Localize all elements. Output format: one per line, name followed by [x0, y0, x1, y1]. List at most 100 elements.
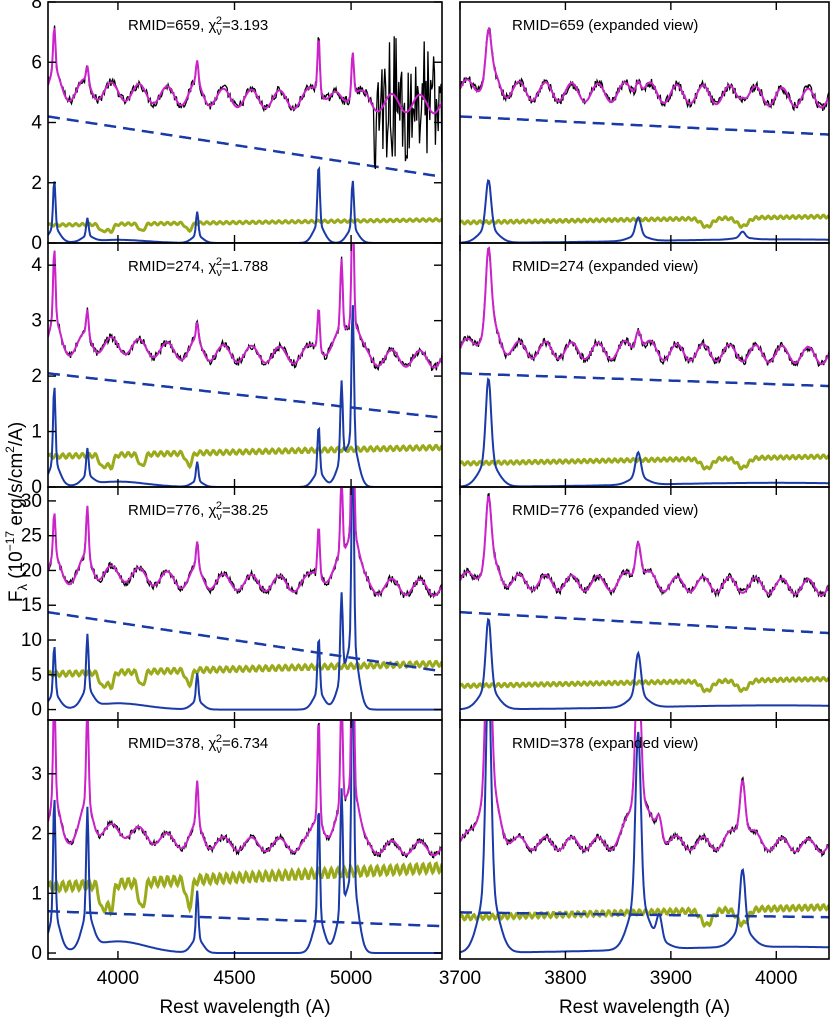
panel-right-1: RMID=659 (expanded view): [459, 1, 830, 244]
panel-frame: [459, 242, 830, 488]
panel-title: RMID=378, χν2=6.734: [128, 733, 268, 756]
x-tick-label: 3800: [544, 968, 586, 989]
plot-area: [48, 487, 442, 711]
observed-spectrum-series: [460, 492, 829, 599]
title-value: =6.734: [222, 735, 268, 752]
y-tick-label: 2: [31, 366, 42, 387]
panel-frame: [459, 719, 830, 960]
y-tick-label: 6: [31, 52, 42, 73]
y-tick-label: 0: [31, 700, 42, 721]
panel-left-4: 4000 4500 5000 0 1 2 3 RMID=378, χν2=6.734 Rest …: [31, 719, 443, 1018]
power-law-series: [48, 372, 442, 419]
y-tick-label: 20: [21, 560, 42, 581]
x-tick-label: 4000: [97, 968, 139, 989]
panel-title: RMID=776, χν2=38.25: [128, 500, 268, 523]
observed-spectrum-series: [48, 720, 442, 859]
y-tick-label: 3: [31, 311, 42, 332]
panel-title: RMID=776 (expanded view): [512, 502, 698, 519]
host-galaxy-series: [460, 453, 829, 471]
emission-line-series: [48, 487, 442, 711]
title-subscript: ν: [216, 267, 222, 279]
model-fit-series: [48, 487, 442, 597]
y-tick-label: 1: [31, 422, 42, 443]
panel-frame: [47, 719, 443, 960]
x-tick-label: 4000: [755, 968, 797, 989]
title-subscript: ν: [216, 26, 222, 38]
plot-area: [48, 25, 442, 243]
observed-spectrum-series: [460, 720, 829, 858]
panel-title: RMID=274 (expanded view): [512, 258, 698, 275]
power-law-series: [460, 610, 829, 635]
x-tick-label: 5000: [330, 968, 372, 989]
host-galaxy-series: [460, 213, 829, 230]
host-galaxy-series: [48, 861, 442, 917]
emission-line-series: [460, 178, 829, 243]
y-tick-label: 3: [31, 764, 42, 785]
plot-area: [460, 492, 829, 711]
title-value: =1.788: [222, 258, 268, 275]
title-superscript: 2: [216, 15, 222, 27]
title-superscript: 2: [216, 500, 222, 512]
observed-spectrum-series: [48, 487, 442, 599]
x-axis-label: Rest wavelength (A): [159, 997, 330, 1018]
host-galaxy-series: [460, 902, 829, 929]
plot-area: [48, 243, 442, 487]
panel-left-3: 0 5 10 15 20 25 30 RMID=776, χν2=38.25: [21, 486, 443, 721]
title-superscript: 2: [216, 256, 222, 268]
x-tick-label: 4500: [213, 968, 255, 989]
panel-title: RMID=659, χν2=3.193: [128, 15, 268, 38]
y-tick-label: 0: [31, 943, 42, 964]
power-law-series: [48, 610, 442, 673]
panel-right-4: 3700 3800 3900 4000 RMID=378 (expanded view)…: [439, 719, 830, 1018]
model-fit-series: [48, 720, 442, 857]
y-tick-label: 1: [31, 883, 42, 904]
y-tick-label: 2: [31, 824, 42, 845]
x-tick-label: 3900: [650, 968, 692, 989]
power-law-series: [460, 911, 829, 919]
host-galaxy-series: [460, 675, 829, 694]
emission-line-series: [460, 720, 829, 954]
panel-title: RMID=659 (expanded view): [512, 17, 698, 34]
emission-line-series: [460, 377, 829, 487]
title-value: =38.25: [222, 502, 268, 519]
y-tick-label: 5: [31, 665, 42, 686]
plot-area: [460, 720, 829, 954]
title-text: RMID=776, χ: [128, 502, 216, 519]
observed-spectrum-series: [48, 243, 442, 372]
host-galaxy-series: [48, 217, 442, 235]
title-value: =3.193: [222, 17, 268, 34]
title-superscript: 2: [216, 733, 222, 745]
host-galaxy-series: [48, 659, 442, 691]
emission-line-series: [48, 165, 442, 243]
panel-frame: [459, 1, 830, 244]
panel-right-2: RMID=274 (expanded view): [459, 242, 830, 488]
title-subscript: ν: [216, 511, 222, 523]
model-fit-series: [460, 26, 829, 109]
observed-spectrum-series: [460, 250, 829, 368]
emission-line-series: [48, 305, 442, 487]
plot-area: [460, 246, 829, 487]
y-tick-label: 0: [31, 477, 42, 498]
model-fit-series: [48, 28, 442, 115]
plot-area: [48, 720, 442, 954]
emission-line-series: [48, 720, 442, 954]
model-fit-series: [460, 246, 829, 365]
title-text: RMID=659, χ: [128, 17, 216, 34]
panel-right-3: RMID=776 (expanded view): [459, 486, 830, 721]
model-fit-series: [48, 243, 442, 369]
x-tick-label: 3700: [439, 968, 481, 989]
model-fit-series: [460, 720, 829, 854]
y-tick-label: 0: [31, 233, 42, 254]
y-tick-label: 2: [31, 173, 42, 194]
y-axis-label: Fλ (10−17 erg/s/cm2/A): [3, 422, 30, 602]
panel-title: RMID=274, χν2=1.788: [128, 256, 268, 279]
y-tick-label: 30: [21, 491, 42, 512]
host-galaxy-series: [48, 443, 442, 471]
power-law-series: [48, 115, 442, 178]
title-text: RMID=274, χ: [128, 258, 216, 275]
y-tick-label: 10: [21, 630, 42, 651]
